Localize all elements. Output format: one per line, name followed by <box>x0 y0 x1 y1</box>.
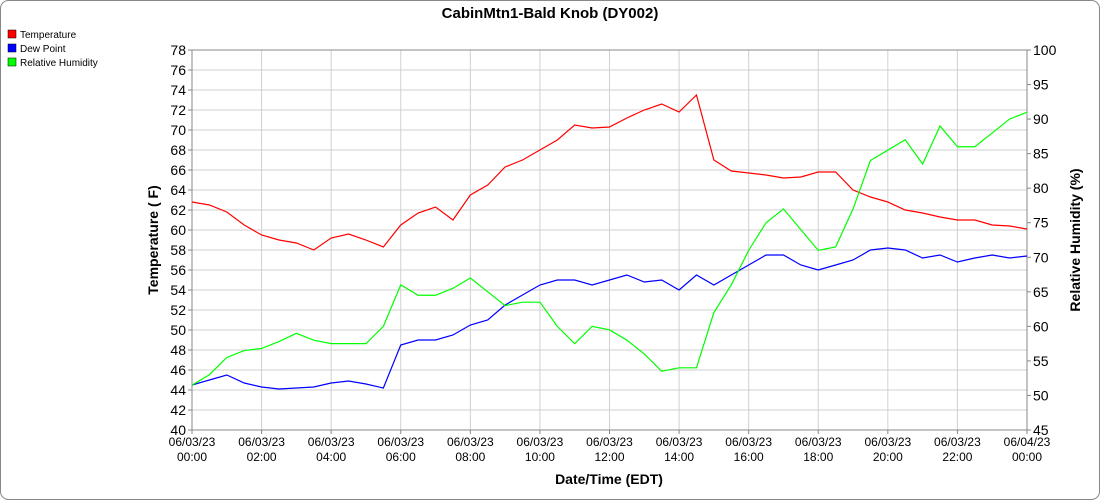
y-tick-label: 52 <box>170 302 186 318</box>
x-tick-label: 00:00 <box>1012 450 1042 464</box>
x-tick-label: 08:00 <box>455 450 485 464</box>
x-tick-label: 18:00 <box>803 450 833 464</box>
legend-swatch <box>7 57 17 67</box>
x-tick-label: 06/03/23 <box>169 435 216 449</box>
y2-tick-label: 85 <box>1033 146 1049 162</box>
x-tick-label: 00:00 <box>177 450 207 464</box>
legend-swatch <box>7 43 17 53</box>
y-tick-label: 56 <box>170 262 186 278</box>
plot-frame <box>191 49 1028 431</box>
x-tick-label: 12:00 <box>594 450 624 464</box>
series-line <box>191 93 1028 251</box>
x-tick-label: 14:00 <box>664 450 694 464</box>
x-tick-label: 06/03/23 <box>377 435 424 449</box>
x-tick-label: 06/03/23 <box>238 435 285 449</box>
y2-axis-label: Relative Humidity (%) <box>1067 168 1083 311</box>
x-axis-label: Date/Time (EDT) <box>555 471 663 487</box>
legend-label: Relative Humidity <box>20 58 98 69</box>
x-tick-label: 16:00 <box>734 450 764 464</box>
series-line <box>191 111 1028 386</box>
y2-tick-label: 55 <box>1033 353 1049 369</box>
y-tick-label: 60 <box>170 222 186 238</box>
x-tick-label: 06/03/23 <box>725 435 772 449</box>
x-tick-label: 04:00 <box>316 450 346 464</box>
legend-label: Dew Point <box>20 44 66 55</box>
y-tick-label: 58 <box>170 242 186 258</box>
x-tick-label: 06/03/23 <box>656 435 703 449</box>
y-tick-label: 62 <box>170 202 186 218</box>
y-tick-label: 70 <box>170 122 186 138</box>
y-tick-label: 76 <box>170 62 186 78</box>
y-tick-label: 78 <box>170 42 186 58</box>
x-tick-label: 06/03/23 <box>586 435 633 449</box>
y-tick-label: 54 <box>170 282 186 298</box>
series-line <box>191 247 1028 390</box>
y-tick-label: 66 <box>170 162 186 178</box>
y2-tick-label: 80 <box>1033 180 1049 196</box>
y-tick-label: 68 <box>170 142 186 158</box>
x-tick-label: 06/03/23 <box>864 435 911 449</box>
x-tick-label: 06/04/23 <box>1004 435 1051 449</box>
x-tick-label: 06/03/23 <box>308 435 355 449</box>
x-tick-label: 06:00 <box>386 450 416 464</box>
y2-tick-label: 95 <box>1033 77 1049 93</box>
x-tick-label: 06/03/23 <box>447 435 494 449</box>
y2-tick-label: 75 <box>1033 215 1049 231</box>
legend-label: Temperature <box>20 30 77 41</box>
y-tick-label: 74 <box>170 82 186 98</box>
y-tick-label: 44 <box>170 382 186 398</box>
y-tick-label: 40 <box>170 422 186 438</box>
chart-title: CabinMtn1-Bald Knob (DY002) <box>442 5 659 22</box>
legend-swatch <box>7 29 17 39</box>
x-tick-label: 02:00 <box>247 450 277 464</box>
y-tick-label: 46 <box>170 362 186 378</box>
y-tick-label: 48 <box>170 342 186 358</box>
y2-tick-label: 45 <box>1033 422 1049 438</box>
y-axis-label: Temperature ( F) <box>145 185 161 294</box>
x-tick-label: 06/03/23 <box>517 435 564 449</box>
x-tick-label: 06/03/23 <box>934 435 981 449</box>
y-tick-label: 64 <box>170 182 186 198</box>
y2-tick-label: 100 <box>1033 42 1057 58</box>
x-tick-label: 06/03/23 <box>795 435 842 449</box>
y-tick-label: 50 <box>170 322 186 338</box>
x-tick-label: 10:00 <box>525 450 555 464</box>
x-tick-label: 20:00 <box>873 450 903 464</box>
y2-tick-label: 65 <box>1033 284 1049 300</box>
y-tick-label: 72 <box>170 102 186 118</box>
x-tick-label: 22:00 <box>942 450 972 464</box>
y2-tick-label: 90 <box>1033 111 1049 127</box>
y2-tick-label: 50 <box>1033 387 1049 403</box>
y2-tick-label: 60 <box>1033 318 1049 334</box>
y2-tick-label: 70 <box>1033 249 1049 265</box>
y-tick-label: 42 <box>170 402 186 418</box>
